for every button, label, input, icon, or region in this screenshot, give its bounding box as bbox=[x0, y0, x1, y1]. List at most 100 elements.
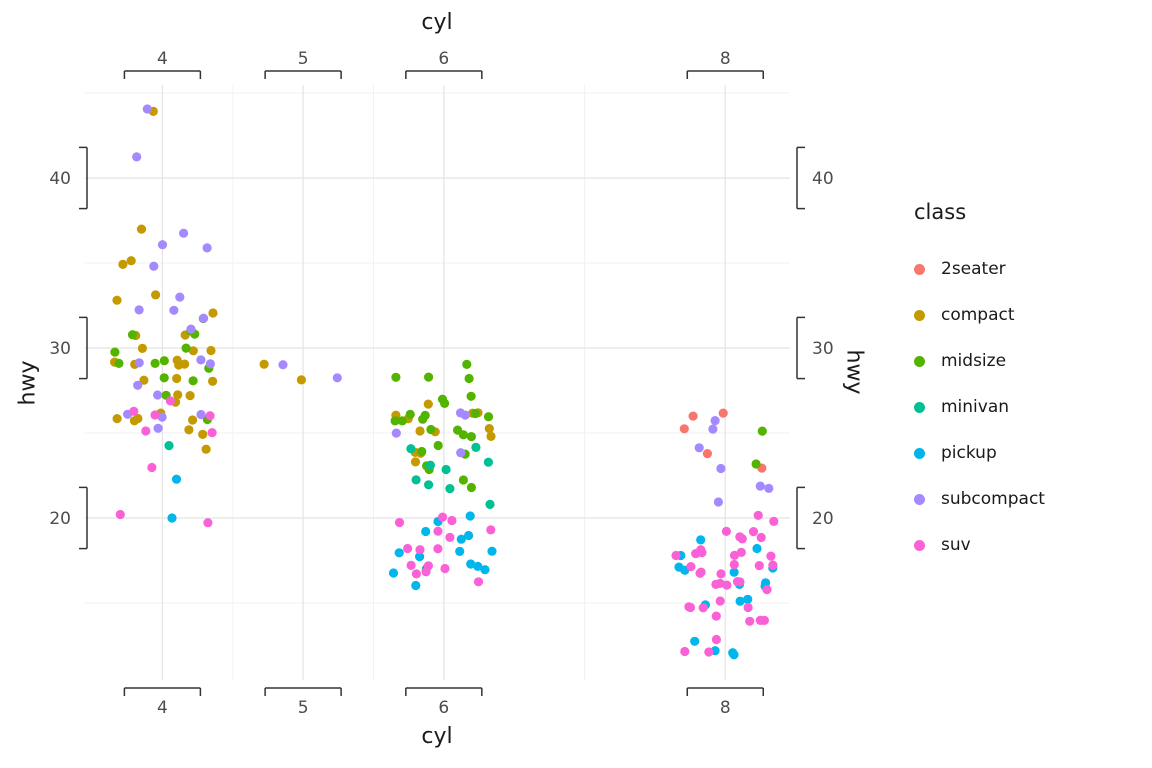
y-tick-label-right: 30 bbox=[812, 339, 834, 359]
data-point-suv bbox=[743, 602, 753, 613]
data-point-suv bbox=[205, 411, 215, 421]
data-point-midsize bbox=[390, 416, 400, 426]
data-point-compact bbox=[206, 345, 216, 356]
data-point-subcompact bbox=[710, 416, 720, 426]
data-point-midsize bbox=[483, 412, 494, 422]
data-point-compact bbox=[415, 426, 425, 436]
data-point-suv bbox=[415, 545, 425, 555]
data-point-compact bbox=[137, 343, 147, 353]
legend-key-dot-midsize bbox=[914, 355, 925, 367]
data-point-suv bbox=[411, 569, 421, 579]
data-point-subcompact bbox=[134, 358, 144, 368]
x-tick-label-top: 6 bbox=[438, 49, 449, 69]
data-point-compact bbox=[208, 308, 218, 318]
y-tick-label-left: 20 bbox=[49, 509, 71, 529]
legend-key-dot-minivan bbox=[914, 401, 925, 413]
legend-key-dot-2seater bbox=[914, 263, 925, 275]
data-point-pickup bbox=[752, 543, 762, 554]
data-point-compact bbox=[173, 390, 183, 400]
data-point-pickup bbox=[728, 648, 738, 658]
data-point-midsize bbox=[424, 372, 434, 382]
data-point-suv bbox=[486, 525, 496, 535]
data-point-pickup bbox=[466, 559, 476, 569]
data-point-suv bbox=[433, 526, 443, 536]
y-axis-title-right: hwy bbox=[841, 349, 867, 395]
x-tick-label-bottom: 8 bbox=[720, 698, 731, 718]
data-point-midsize bbox=[751, 459, 761, 469]
data-point-suv bbox=[115, 509, 125, 520]
data-point-subcompact bbox=[196, 409, 206, 420]
data-point-suv bbox=[737, 534, 747, 544]
data-point-midsize bbox=[188, 376, 198, 386]
data-point-pickup bbox=[415, 552, 425, 562]
data-point-minivan bbox=[164, 441, 174, 451]
data-point-compact bbox=[136, 224, 147, 234]
data-point-suv bbox=[704, 647, 714, 657]
legend-item-compact: compact bbox=[914, 292, 1045, 338]
data-point-suv bbox=[754, 561, 764, 571]
data-point-suv bbox=[447, 515, 457, 526]
data-point-midsize bbox=[110, 347, 120, 357]
legend-item-2seater: 2seater bbox=[914, 246, 1045, 292]
legend-label-subcompact: subcompact bbox=[941, 489, 1045, 509]
data-point-subcompact bbox=[716, 463, 726, 474]
data-point-suv bbox=[691, 549, 701, 559]
x-axis-title-bottom: cyl bbox=[421, 724, 453, 749]
data-point-suv bbox=[762, 585, 772, 595]
data-point-subcompact bbox=[391, 428, 401, 438]
data-point-compact bbox=[484, 424, 494, 434]
data-point-subcompact bbox=[175, 292, 185, 302]
y-tick-label-left: 40 bbox=[49, 169, 71, 189]
data-point-midsize bbox=[466, 482, 476, 493]
data-point-compact bbox=[172, 373, 182, 384]
data-point-midsize bbox=[417, 446, 427, 457]
data-point-suv bbox=[403, 543, 413, 554]
data-point-pickup bbox=[735, 596, 745, 606]
x-tick-label-bottom: 6 bbox=[438, 698, 449, 718]
data-point-compact bbox=[174, 360, 184, 370]
y-axis-title-left: hwy bbox=[15, 360, 41, 406]
legend-label-pickup: pickup bbox=[941, 443, 997, 463]
data-point-minivan bbox=[445, 484, 455, 494]
data-point-suv bbox=[440, 563, 450, 574]
data-point-compact bbox=[118, 259, 128, 269]
data-point-compact bbox=[112, 295, 122, 305]
data-point-suv bbox=[141, 426, 151, 436]
data-point-suv bbox=[695, 568, 705, 578]
data-point-compact bbox=[126, 256, 136, 266]
legend-label-suv: suv bbox=[941, 535, 971, 555]
data-point-subcompact bbox=[149, 261, 159, 271]
x-tick-label-bottom: 5 bbox=[298, 698, 309, 718]
data-point-suv bbox=[129, 406, 139, 416]
data-point-suv bbox=[438, 512, 448, 522]
legend-item-minivan: minivan bbox=[914, 384, 1045, 430]
data-point-pickup bbox=[696, 535, 706, 545]
y-tick-label-right: 40 bbox=[812, 169, 834, 189]
data-point-compact bbox=[133, 413, 143, 424]
data-point-suv bbox=[729, 550, 740, 561]
data-point-subcompact bbox=[755, 481, 765, 491]
x-tick-label-top: 5 bbox=[298, 49, 309, 69]
data-point-pickup bbox=[421, 526, 431, 537]
data-point-midsize bbox=[181, 343, 191, 353]
legend-items: 2seater compact midsize minivan pickup subcom… bbox=[914, 246, 1045, 568]
data-point-suv bbox=[715, 578, 725, 589]
data-point-suv bbox=[147, 462, 157, 473]
data-point-midsize bbox=[470, 408, 480, 419]
data-point-suv bbox=[769, 516, 779, 527]
data-point-midsize bbox=[405, 409, 415, 419]
data-point-subcompact bbox=[134, 305, 144, 315]
data-point-suv bbox=[756, 532, 766, 543]
data-point-pickup bbox=[473, 561, 483, 572]
data-point-pickup bbox=[674, 562, 684, 572]
data-point-compact bbox=[423, 399, 433, 409]
data-point-subcompact bbox=[694, 443, 704, 453]
data-point-minivan bbox=[406, 444, 416, 454]
data-point-midsize bbox=[466, 432, 476, 442]
data-point-suv bbox=[394, 517, 405, 528]
x-tick-label-bottom: 4 bbox=[157, 698, 168, 718]
data-point-compact bbox=[139, 375, 149, 385]
data-point-pickup bbox=[388, 568, 399, 578]
data-point-2seater bbox=[718, 408, 728, 418]
data-point-pickup bbox=[465, 511, 475, 521]
